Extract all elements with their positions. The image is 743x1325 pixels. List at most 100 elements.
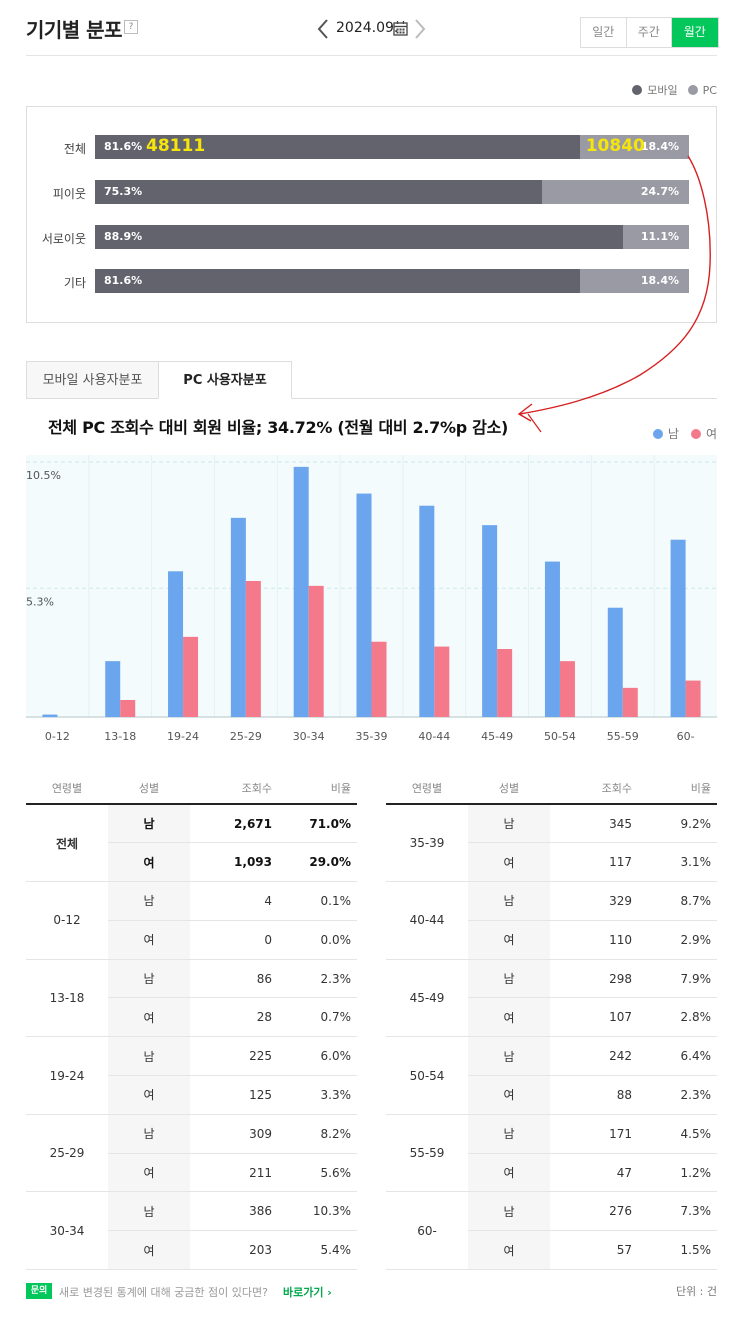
unit-label: 단위 : 건 [675,1285,717,1298]
header-divider [26,55,717,56]
header-ratio[interactable]: 비율 [640,772,717,805]
table-row: 30-34 남 386 10.3% [26,1191,357,1271]
ratio-cell: 7.9% [640,959,717,999]
gender-cell: 여 [468,920,550,960]
tab-pc-users[interactable]: PC 사용자분포 [158,361,292,399]
male-bar[interactable] [105,661,121,717]
male-bar[interactable] [670,539,686,717]
pc-pct-label: 18.4% [640,140,679,153]
female-bar[interactable] [371,641,387,717]
views-cell: 86 [190,959,280,999]
table-row: 40-44 남 329 8.7% [386,881,717,960]
female-bar[interactable] [497,649,513,717]
chevron-left-icon[interactable] [316,18,330,40]
male-bar[interactable] [482,525,498,717]
male-bar[interactable] [230,517,246,717]
period-weekly-button[interactable]: 주간 [626,18,672,47]
age-gender-table-right: 연령별 성별 조회수 비율 35-39 남 345 9.2% 여 117 3.1% 40-44 남 329… [386,772,717,1271]
female-bar[interactable] [685,680,701,717]
legend-female-dot [690,428,701,439]
female-bar[interactable] [559,661,575,717]
gender-cell: 남 [108,1114,190,1154]
mobile-segment: 81.6% [95,269,580,293]
views-cell: 125 [190,1075,280,1115]
table-row: 여 211 5.6% [26,1153,357,1193]
views-cell: 276 [550,1191,640,1232]
gender-cell: 남 [108,881,190,921]
female-bar[interactable] [183,636,199,717]
device-legend: 모바일 PC [632,82,717,98]
pc-pct-label: 24.7% [640,185,679,198]
header-views[interactable]: 조회수 [190,772,280,805]
female-bar[interactable] [245,581,261,717]
calendar-icon[interactable] [393,20,408,36]
male-bar[interactable] [544,561,560,717]
female-bar[interactable] [434,646,450,717]
mobile-segment: 81.6% 48111 [95,135,580,159]
age-group-cell: 25-29 [26,1114,108,1193]
x-tick-label: 25-29 [229,730,262,743]
ratio-cell: 29.0% [280,842,357,883]
male-bar[interactable] [168,571,184,717]
views-cell: 0 [190,920,280,960]
header-gender[interactable]: 성별 [108,772,190,805]
header-age[interactable]: 연령별 [386,772,468,805]
legend-mobile-dot [632,85,643,95]
page-title: 기기별 분포 [26,18,122,42]
age-group-cell: 13-18 [26,959,108,1038]
male-bar[interactable] [419,505,435,717]
header-ratio[interactable]: 비율 [280,772,357,805]
views-cell: 309 [190,1114,280,1154]
age-group-cell: 55-59 [386,1114,468,1193]
period-daily-button[interactable]: 일간 [581,18,627,47]
views-cell: 211 [190,1153,280,1193]
views-cell: 2,671 [190,804,280,844]
device-row-label: 서로이웃 [41,232,86,246]
ratio-cell: 5.6% [280,1153,357,1193]
table-row: 여 88 2.3% [386,1075,717,1115]
header-views[interactable]: 조회수 [550,772,640,805]
gender-legend: 남 여 [652,425,717,442]
chevron-right-icon[interactable] [413,18,427,40]
period-monthly-button[interactable]: 월간 [672,18,718,47]
table-row: 여 1,093 29.0% [26,842,357,883]
female-bar[interactable] [622,687,638,717]
ratio-cell: 7.3% [640,1191,717,1232]
x-tick-label: 40-44 [418,730,451,743]
table-row: 여 107 2.8% [386,997,717,1038]
table-row: 여 57 1.5% [386,1230,717,1271]
table-row: 0-12 남 4 0.1% [26,881,357,960]
female-bar[interactable] [308,585,324,717]
tab-mobile-users[interactable]: 모바일 사용자분포 [26,361,159,399]
views-cell: 117 [550,842,640,883]
views-cell: 28 [190,997,280,1038]
age-group-cell: 30-34 [26,1191,108,1271]
x-tick-label: 19-24 [167,730,200,743]
pc-pct-label: 18.4% [640,274,679,287]
male-bar[interactable] [42,714,58,717]
pc-segment: 18.4% [579,269,689,293]
male-bar[interactable] [293,466,309,717]
help-icon[interactable]: ? [124,20,138,34]
female-bar[interactable] [120,700,136,717]
views-cell: 329 [550,881,640,921]
table-row: 여 125 3.3% [26,1075,357,1115]
male-bar[interactable] [607,607,623,717]
ratio-cell: 1.2% [640,1153,717,1193]
inquiry-link[interactable]: 바로가기 › [283,1286,332,1299]
legend-pc: PC [687,84,717,97]
header-age[interactable]: 연령별 [26,772,108,805]
mobile-count-annotation: 48111 [146,136,206,156]
device-ratio-bar: 81.6% 18.4% [95,269,689,293]
gender-cell: 남 [108,804,190,844]
gender-cell: 여 [468,1075,550,1115]
pc-count-annotation: 10840 [585,136,645,156]
x-axis-labels: 0-12 13-18 19-24 25-29 30-34 35-39 40-44 45-49 5… [26,730,717,744]
gender-cell: 남 [108,959,190,999]
ratio-cell: 6.4% [640,1036,717,1077]
x-tick-label: 0-12 [44,730,70,743]
male-bar[interactable] [356,493,372,717]
header-gender[interactable]: 성별 [468,772,550,805]
gender-cell: 여 [468,842,550,883]
x-tick-label: 30-34 [292,730,325,743]
